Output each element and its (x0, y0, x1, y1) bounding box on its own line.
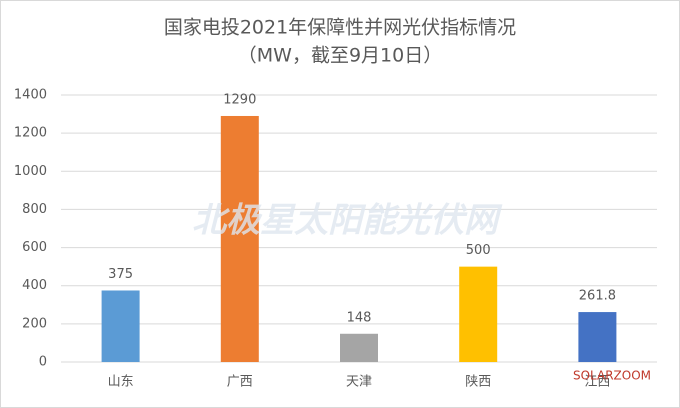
watermark: SOLARZOOM (573, 369, 651, 383)
x-tick-label: 陕西 (465, 375, 491, 390)
bar (101, 290, 140, 362)
data-label: 500 (466, 243, 491, 258)
x-tick-label: 广西 (227, 375, 253, 390)
y-tick-label: 0 (39, 355, 47, 370)
y-tick-label: 1400 (14, 88, 47, 103)
chart-subtitle: （MW，截至9月10日） (238, 45, 442, 67)
data-label: 1290 (223, 92, 256, 107)
data-label: 261.8 (579, 289, 616, 304)
x-tick-label: 山东 (108, 375, 134, 390)
x-tick-label: 江西 (584, 375, 610, 390)
bar (578, 312, 617, 362)
y-tick-label: 600 (22, 240, 47, 255)
y-tick-label: 200 (22, 316, 47, 331)
watermark: 北极星太阳能光伏网 (192, 201, 503, 241)
y-tick-label: 1200 (14, 126, 47, 141)
data-label: 375 (108, 267, 133, 282)
plot: 0 200 400 600 800 1000 1200 1400 山东 375 广西 1290 天津 14… (14, 88, 657, 390)
bar (459, 266, 498, 362)
y-tick-label: 400 (22, 278, 47, 293)
x-tick-label: 天津 (346, 375, 372, 390)
y-tick-label: 1000 (14, 164, 47, 179)
bar (340, 333, 378, 362)
chart-title: 国家电投2021年保障性并网光伏指标情况 (164, 17, 516, 39)
y-tick-label: 800 (22, 202, 47, 217)
bar (220, 115, 259, 362)
data-label: 148 (347, 310, 372, 325)
